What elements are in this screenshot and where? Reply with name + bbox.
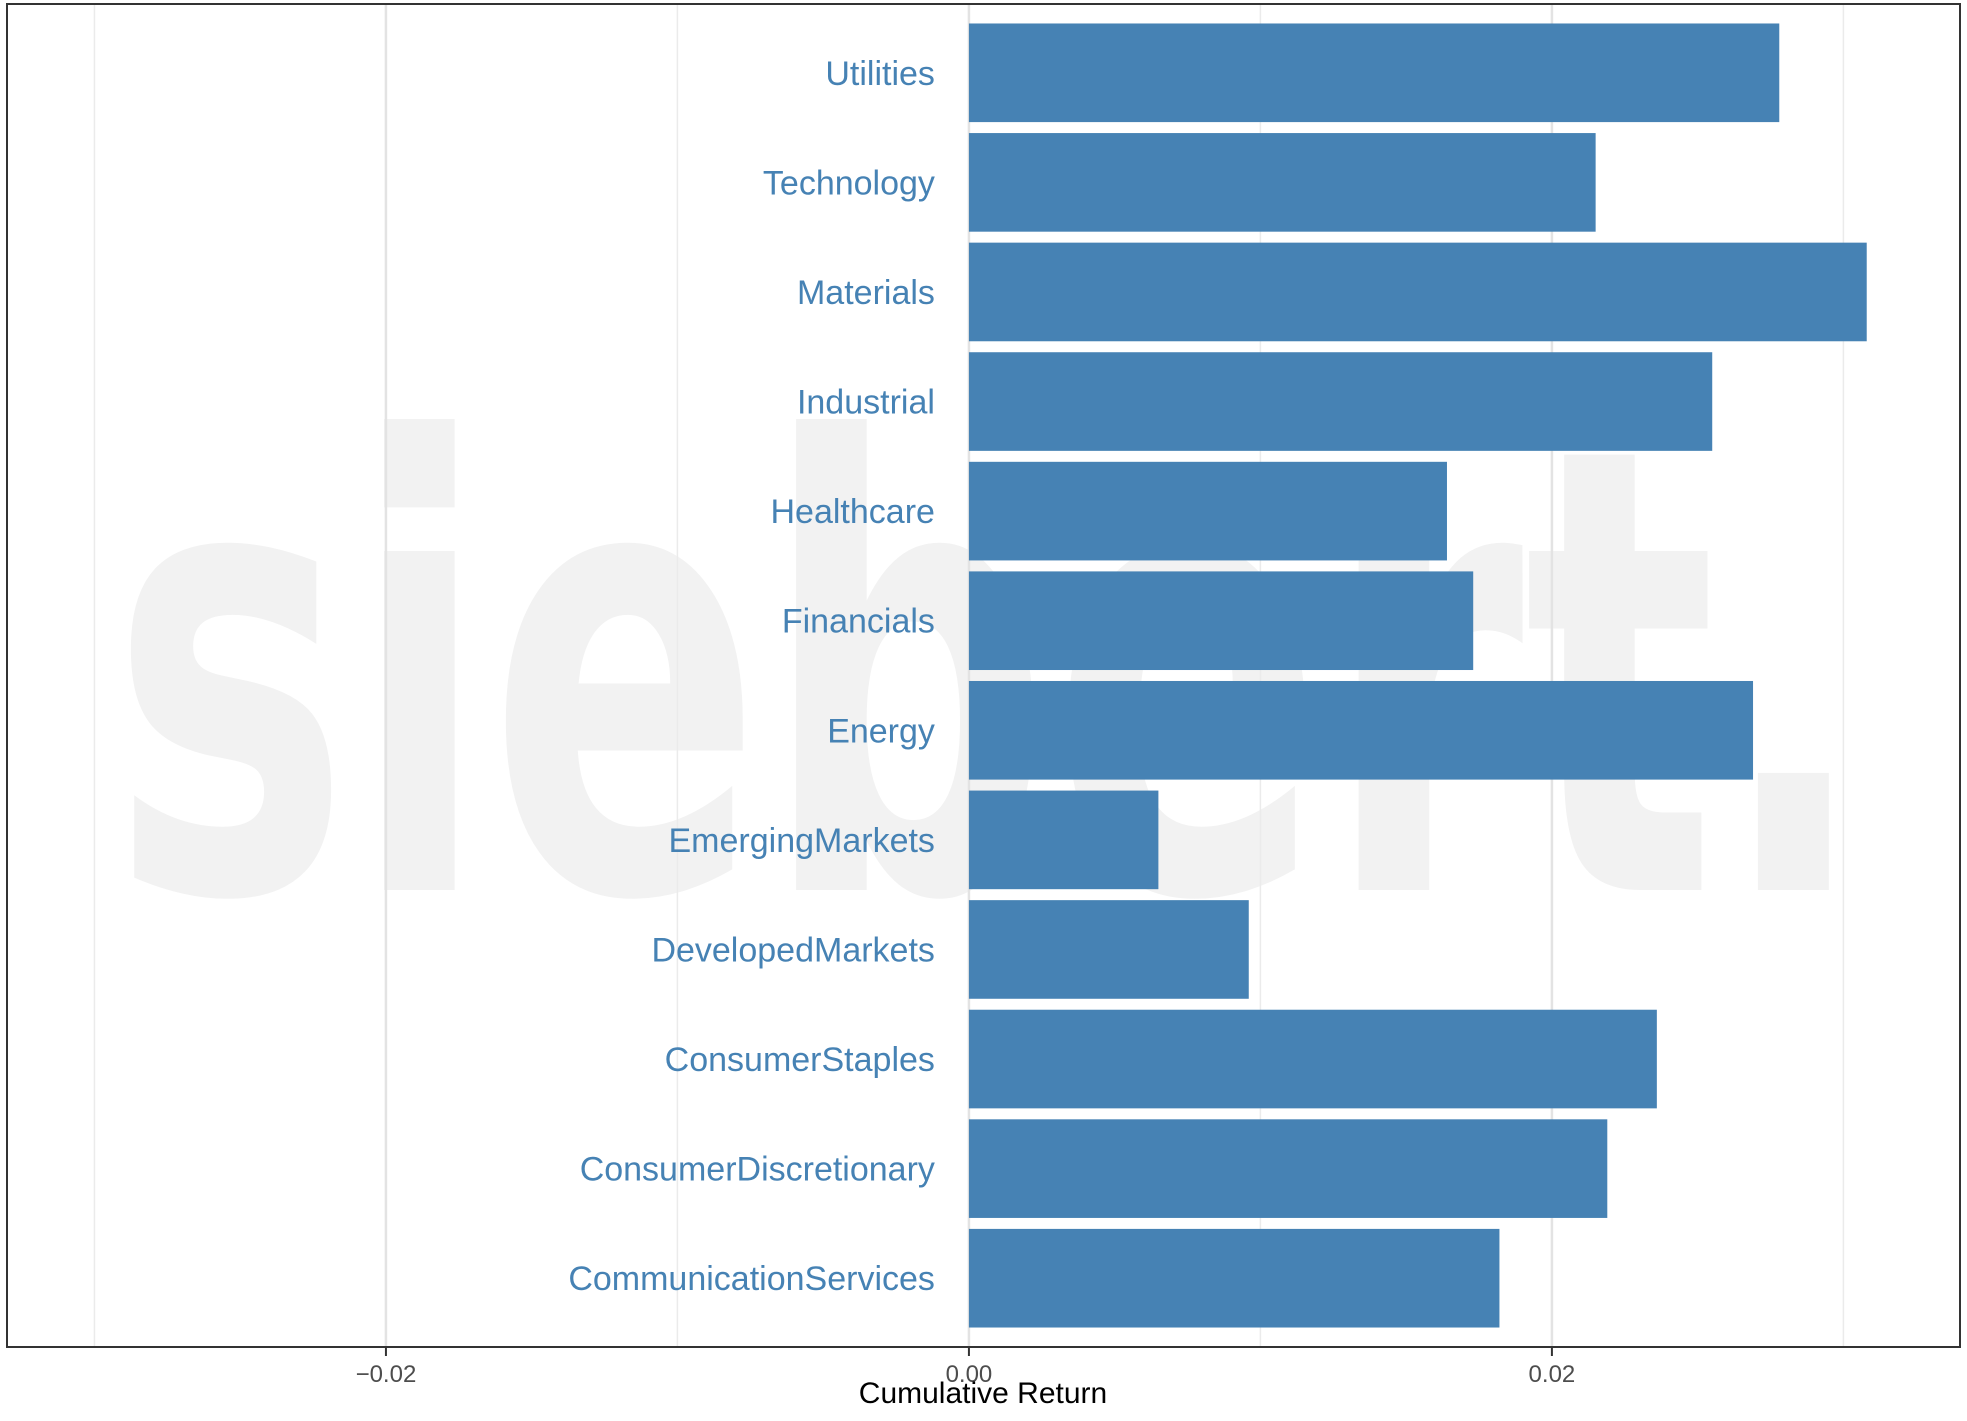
category-label: Technology [763, 164, 935, 202]
x-axis-title: Cumulative Return [859, 1377, 1107, 1410]
bar-emergingmarkets [968, 790, 1159, 890]
x-tick-label: 0.02 [1529, 1361, 1576, 1388]
category-label: Industrial [797, 384, 935, 422]
bar-healthcare [968, 461, 1447, 561]
category-labels: Utilities Technology Materials Industrial He… [568, 55, 935, 1298]
bar-developedmarkets [968, 900, 1249, 999]
category-label: EmergingMarkets [669, 822, 935, 860]
bar-consumerdiscretionary [968, 1119, 1608, 1218]
bar-technology [968, 133, 1596, 232]
x-tick-label: 0.00 [946, 1361, 993, 1388]
category-label: ConsumerStaples [665, 1041, 935, 1079]
category-label: CommunicationServices [568, 1260, 935, 1298]
bar-communicationservices [968, 1228, 1500, 1328]
bar-industrial [968, 352, 1713, 451]
category-label: Healthcare [771, 493, 935, 531]
bar-materials [968, 242, 1867, 342]
bar-consumerstaples [968, 1009, 1657, 1109]
category-label: Energy [827, 712, 935, 750]
category-label: Materials [797, 274, 935, 312]
plot-border [6, 3, 1961, 1348]
bar-energy [968, 680, 1754, 780]
category-label: DevelopedMarkets [651, 931, 934, 969]
x-tick-label: −0.02 [356, 1361, 417, 1388]
x-axis: −0.02 0.00 0.02 [356, 1347, 1576, 1388]
category-label: Financials [782, 603, 935, 641]
category-label: Utilities [825, 55, 935, 93]
bar-utilities [968, 23, 1780, 123]
bar-financials [968, 571, 1474, 671]
category-label: ConsumerDiscretionary [580, 1151, 935, 1189]
bars [968, 23, 1867, 1328]
